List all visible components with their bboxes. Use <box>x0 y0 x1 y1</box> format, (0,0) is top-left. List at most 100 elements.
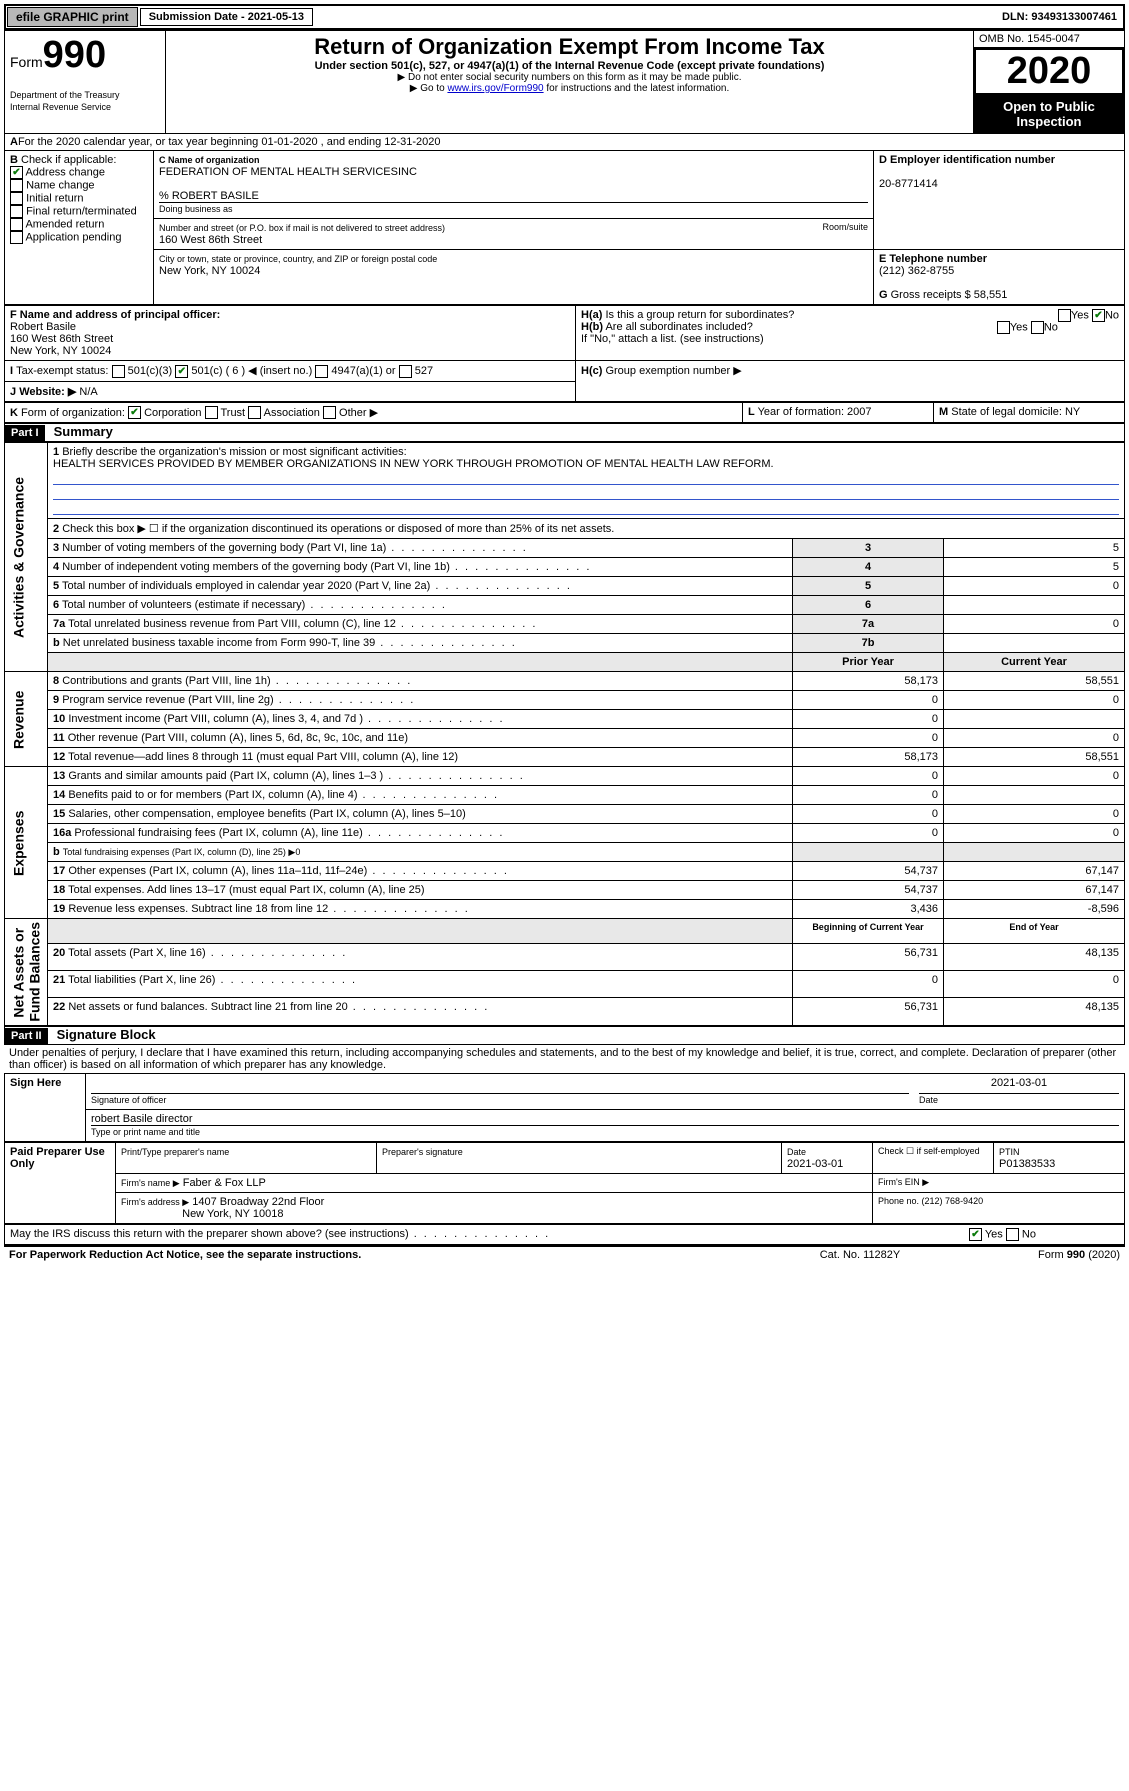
j-label: Website: ▶ <box>19 386 76 398</box>
discuss-text: May the IRS discuss this return with the… <box>10 1228 550 1240</box>
i-501c3[interactable] <box>112 365 125 378</box>
line7b-val <box>944 634 1125 653</box>
line6-val <box>944 596 1125 615</box>
i-527[interactable] <box>399 365 412 378</box>
dba-label: Doing business as <box>159 204 233 214</box>
sign-here: Sign Here <box>5 1073 86 1141</box>
sidebar-governance: Activities & Governance <box>5 443 48 672</box>
e-label: E Telephone number <box>879 253 987 265</box>
check-name-change[interactable] <box>10 179 23 192</box>
check-address-change[interactable] <box>10 166 23 179</box>
website: N/A <box>79 386 97 398</box>
hb-yes[interactable] <box>997 321 1010 334</box>
ha-yes[interactable] <box>1058 309 1071 322</box>
typed-name: robert Basile director <box>91 1113 1119 1126</box>
form-title: Return of Organization Exempt From Incom… <box>171 34 968 60</box>
form-no: Form 990 (2020) <box>965 1246 1125 1263</box>
line3-val: 5 <box>944 539 1125 558</box>
part1-header: Part I Summary <box>4 423 1125 442</box>
state-domicile: State of legal domicile: NY <box>951 406 1080 418</box>
check-self-employed[interactable]: Check ☐ if self-employed <box>873 1142 994 1173</box>
line17: Other expenses (Part IX, column (A), lin… <box>68 865 509 877</box>
line3: Number of voting members of the governin… <box>62 542 528 554</box>
dln: DLN: 93493133007461 <box>1002 11 1123 23</box>
section-a: AFor the 2020 calendar year, or tax year… <box>4 134 1125 150</box>
line4-val: 5 <box>944 558 1125 577</box>
line12: Total revenue—add lines 8 through 11 (mu… <box>68 751 458 763</box>
date-label: Date <box>919 1095 938 1105</box>
officer-name: Robert Basile <box>10 321 76 333</box>
instructions-link[interactable]: www.irs.gov/Form990 <box>447 83 543 94</box>
check-pending[interactable] <box>10 231 23 244</box>
sidebar-expenses: Expenses <box>5 767 48 919</box>
ha-no[interactable] <box>1092 309 1105 322</box>
k-corp[interactable] <box>128 406 141 419</box>
officer-addr2: New York, NY 10024 <box>10 345 111 357</box>
check-initial-return[interactable] <box>10 192 23 205</box>
care-of: % ROBERT BASILE <box>159 190 868 203</box>
discuss-yes[interactable] <box>969 1228 982 1241</box>
hint2: ▶ Go to www.irs.gov/Form990 for instruct… <box>171 83 968 94</box>
sidebar-net: Net Assets or Fund Balances <box>5 919 48 1026</box>
discuss-no[interactable] <box>1006 1228 1019 1241</box>
k-label: Form of organization: <box>21 407 125 419</box>
paid-preparer: Paid Preparer Use Only <box>5 1142 116 1223</box>
ha-text: Is this a group return for subordinates? <box>605 309 794 321</box>
line7a-val: 0 <box>944 615 1125 634</box>
firm-ein: Firm's EIN ▶ <box>873 1173 1125 1192</box>
firm-name: Faber & Fox LLP <box>183 1177 266 1189</box>
line16a: Professional fundraising fees (Part IX, … <box>74 827 504 839</box>
part1-bar: Part I <box>5 425 45 441</box>
k-trust[interactable] <box>205 406 218 419</box>
line5: Total number of individuals employed in … <box>62 580 572 592</box>
line11: Other revenue (Part VIII, column (A), li… <box>68 732 408 744</box>
cat-no: Cat. No. 11282Y <box>755 1246 965 1263</box>
check-amended[interactable] <box>10 218 23 231</box>
b-label: B <box>10 154 21 166</box>
form-subtitle: Under section 501(c), 527, or 4947(a)(1)… <box>171 60 968 72</box>
hint1: ▶ Do not enter social security numbers o… <box>171 72 968 83</box>
line21: Total liabilities (Part X, line 26) <box>68 974 357 986</box>
part1-table: Activities & Governance 1 Briefly descri… <box>4 442 1125 1026</box>
org-name: FEDERATION OF MENTAL HEALTH SERVICESINC <box>159 166 417 178</box>
prep-name-label: Print/Type preparer's name <box>121 1147 229 1157</box>
i-501c[interactable] <box>175 365 188 378</box>
q1-label: Briefly describe the organization's miss… <box>62 446 406 458</box>
line7a: Total unrelated business revenue from Pa… <box>68 618 537 630</box>
declaration: Under penalties of perjury, I declare th… <box>4 1045 1125 1073</box>
fh-table: F Name and address of principal officer:… <box>4 305 1125 402</box>
ptin: P01383533 <box>999 1158 1055 1170</box>
hb-no[interactable] <box>1031 321 1044 334</box>
i-label: Tax-exempt status: <box>16 365 108 377</box>
sig-officer-label: Signature of officer <box>91 1095 166 1105</box>
submission-date: Submission Date - 2021-05-13 <box>140 8 313 26</box>
check-final-return[interactable] <box>10 205 23 218</box>
efile-button[interactable]: efile GRAPHIC print <box>7 7 138 27</box>
city: New York, NY 10024 <box>159 265 260 277</box>
part1-title: Summary <box>48 424 113 439</box>
line20: Total assets (Part X, line 16) <box>68 947 347 959</box>
part2-header: Part II Signature Block <box>4 1026 1125 1045</box>
city-label: City or town, state or province, country… <box>159 254 437 264</box>
line4: Number of independent voting members of … <box>62 561 591 573</box>
k-other[interactable] <box>323 406 336 419</box>
col-begin: Beginning of Current Year <box>793 919 944 943</box>
street-address: 160 West 86th Street <box>159 234 262 246</box>
part2-title: Signature Block <box>51 1027 156 1042</box>
q2: Check this box ▶ ☐ if the organization d… <box>62 523 614 535</box>
i-4947[interactable] <box>315 365 328 378</box>
firm-addr: 1407 Broadway 22nd Floor <box>192 1196 324 1208</box>
line18: Total expenses. Add lines 13–17 (must eq… <box>68 884 424 896</box>
prep-sig-label: Preparer's signature <box>382 1147 463 1157</box>
k-assoc[interactable] <box>248 406 261 419</box>
col-current: Current Year <box>944 653 1125 672</box>
c-name-label: C Name of organization <box>159 155 260 165</box>
preparer-table: Paid Preparer Use Only Print/Type prepar… <box>4 1142 1125 1224</box>
line5-val: 0 <box>944 577 1125 596</box>
gross-receipts: Gross receipts $ 58,551 <box>891 289 1008 301</box>
hb-text: Are all subordinates included? <box>605 321 752 333</box>
line6: Total number of volunteers (estimate if … <box>62 599 447 611</box>
d-label: D Employer identification number <box>879 154 1055 166</box>
line22: Net assets or fund balances. Subtract li… <box>68 1001 489 1013</box>
line13: Grants and similar amounts paid (Part IX… <box>68 770 524 782</box>
